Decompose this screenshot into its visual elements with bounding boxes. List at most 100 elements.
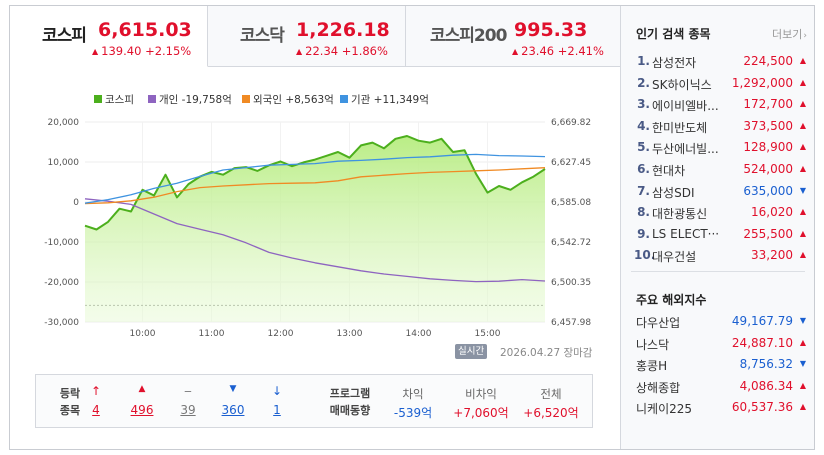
x-tick: 13:00: [337, 329, 363, 339]
stock-price: 128,900: [743, 140, 793, 155]
breadth-label: 등락 종목: [59, 387, 81, 417]
stock-price: 16,020: [751, 205, 793, 220]
popular-item[interactable]: 3. 에이비엘바... 172,700 ▲: [621, 93, 815, 115]
x-tick: 12:00: [268, 329, 294, 339]
index-change: ▲ 139.40 +2.15%: [92, 44, 192, 58]
left-y-tick: 20,000: [48, 118, 80, 128]
up-triangle-icon: ▲: [799, 207, 806, 217]
popular-item[interactable]: 7. 삼성SDI 635,000 ▼: [621, 180, 815, 202]
popular-item[interactable]: 6. 현대차 524,000 ▲: [621, 158, 815, 180]
more-link[interactable]: 더보기›: [772, 28, 807, 41]
stock-price: 224,500: [743, 54, 793, 68]
breadth-count[interactable]: 1: [273, 403, 281, 417]
program-value: +6,520억: [523, 406, 579, 420]
stock-name: 에이비엘바...: [652, 99, 719, 114]
stock-price: 1,292,000: [731, 75, 793, 90]
up-triangle-icon: ▲: [799, 380, 806, 390]
overseas-index-value: 8,756.32: [739, 357, 793, 372]
up-triangle-icon: ▲: [92, 47, 99, 56]
overseas-index-name: 니케이225: [636, 402, 693, 417]
breadth-count[interactable]: 496: [130, 403, 154, 417]
kospi-area: [85, 136, 545, 322]
up-triangle-icon: ▲: [799, 99, 806, 109]
stock-name: 두산에너빌...: [652, 142, 719, 157]
up-triangle-icon: ▲: [296, 47, 303, 56]
rank-number: 5.: [637, 140, 650, 155]
overseas-index-item[interactable]: 니케이225 60,537.36 ▲: [621, 396, 815, 418]
stock-name: 현대차: [652, 164, 686, 178]
stock-name: 대한광통신: [652, 207, 708, 222]
right-y-tick: 6,500.35: [551, 278, 591, 288]
up-triangle-icon: ▲: [799, 402, 806, 412]
series-line-kospi: [84, 135, 546, 231]
left-y-tick: -30,000: [44, 318, 79, 328]
popular-item[interactable]: 4. 한미반도체 373,500 ▲: [621, 115, 815, 137]
flat-dash-icon: ‒: [184, 384, 192, 398]
stock-price: 255,500: [743, 226, 793, 241]
overseas-index-item[interactable]: 나스닥 24,887.10 ▲: [621, 332, 815, 354]
rank-number: 8.: [637, 205, 650, 220]
rank-number: 9.: [637, 226, 650, 241]
popular-item[interactable]: 2. SK하이닉스 1,292,000 ▲: [621, 72, 815, 94]
overseas-index-value: 49,167.79: [731, 314, 793, 328]
popular-item[interactable]: 9. LS ELECT··· 255,500 ▲: [621, 223, 815, 245]
index-name: 코스닥: [240, 26, 285, 46]
overseas-index-value: 24,887.10: [731, 335, 793, 350]
right-y-tick: 6,457.98: [551, 318, 591, 328]
popular-item[interactable]: 10. 대우건설 33,200 ▲: [621, 244, 815, 266]
x-tick: 14:00: [406, 329, 432, 339]
index-name: 코스피: [42, 26, 87, 46]
market-main-panel: 코스피 6,615.03 ▲ 139.40 +2.15% 코스닥 1,226.18…: [10, 6, 620, 449]
stock-price: 524,000: [743, 162, 793, 176]
rank-number: 2.: [637, 75, 650, 90]
legend-individual: 개인 -19,758억: [159, 94, 232, 106]
rank-number: 3.: [637, 97, 650, 112]
tab-kospi200[interactable]: 코스피200 995.33 ▲ 23.46 +2.41%: [406, 6, 620, 67]
program-header: 비차익: [465, 387, 497, 401]
popular-title: 인기 검색 종목: [636, 27, 711, 41]
market-widget: 코스피 6,615.03 ▲ 139.40 +2.15% 코스닥 1,226.18…: [9, 5, 815, 450]
stock-name: 한미반도체: [652, 120, 708, 135]
legend-swatch-foreign: [242, 95, 250, 103]
stock-price: 635,000: [743, 183, 793, 198]
panel-divider: [631, 271, 805, 272]
legend-foreign: 외국인 +8,563억: [253, 94, 334, 106]
side-panel: 인기 검색 종목 더보기› 1. 삼성전자 224,500 ▲ 2. SK하이닉스 1,29…: [620, 6, 814, 449]
breadth-count[interactable]: 360: [221, 403, 245, 417]
overseas-index-item[interactable]: 홍콩H 8,756.32 ▼: [621, 353, 815, 375]
down-triangle-icon: ▼: [799, 316, 806, 325]
overseas-index-name: 상해종합: [636, 380, 681, 395]
breadth-count[interactable]: 4: [92, 403, 100, 417]
breadth-count[interactable]: 39: [180, 403, 196, 417]
overseas-index-item[interactable]: 다우산업 49,167.79 ▼: [621, 310, 815, 332]
chart-timestamp: 2026.04.27 장마감: [500, 347, 593, 359]
legend-swatch-kospi: [94, 95, 102, 103]
lower-limit-icon: ↓: [271, 384, 283, 398]
index-value: 6,615.03: [98, 19, 192, 41]
popular-item[interactable]: 5. 두산에너빌... 128,900 ▲: [621, 136, 815, 158]
index-change: ▲ 22.34 +1.86%: [296, 44, 388, 58]
up-triangle-icon: ▲: [799, 120, 806, 130]
chart-axis-labels: 20,000 6,669.82 10,000 6,627.45 0 6,585.08 -10…: [44, 118, 591, 339]
overseas-index-value: 60,537.36: [731, 400, 793, 415]
popular-item[interactable]: 8. 대한광통신 16,020 ▲: [621, 201, 815, 223]
program-label: 프로그램 매매동향: [329, 387, 371, 417]
legend-swatch-individual: [148, 95, 156, 103]
up-triangle-icon: ▲: [799, 164, 806, 173]
up-triangle-icon: ▲: [799, 228, 806, 238]
left-y-tick: 0: [73, 198, 79, 208]
program-header: 차익: [402, 387, 424, 401]
tab-kospi[interactable]: 코스피 6,615.03 ▲ 139.40 +2.15%: [10, 6, 208, 67]
rank-number: 7.: [637, 183, 650, 198]
overseas-index-item[interactable]: 상해종합 4,086.34 ▲: [621, 375, 815, 397]
series-line-individual: [84, 198, 546, 283]
tab-kosdaq[interactable]: 코스닥 1,226.18 ▲ 22.34 +1.86%: [208, 6, 406, 67]
popular-item[interactable]: 1. 삼성전자 224,500 ▲: [621, 50, 815, 72]
overseas-title: 주요 해외지수: [636, 293, 707, 307]
index-change: ▲ 23.46 +2.41%: [512, 44, 604, 58]
chevron-right-icon: ›: [803, 31, 807, 41]
stock-name: 삼성SDI: [652, 185, 695, 200]
stock-name: 대우건설: [652, 250, 697, 265]
legend-swatch-institution: [340, 95, 348, 103]
chart-canvas: 코스피 개인 -19,758억 외국인 +8,563억 기관 +11,349억 …: [44, 94, 591, 339]
